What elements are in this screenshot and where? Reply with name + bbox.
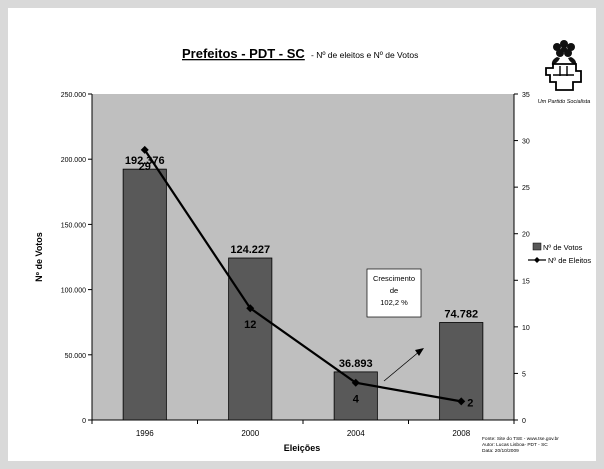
point-eleitos — [140, 145, 149, 154]
chart-title: Prefeitos - PDT - SC — [182, 46, 305, 61]
x-tick-label: 2004 — [347, 429, 365, 438]
growth-arrow — [383, 348, 424, 382]
chart-frame: Prefeitos - PDT - SC - Nº de eleitos e N… — [8, 8, 596, 461]
y-tick-label-right: 10 — [522, 325, 530, 332]
annotation-line-1: Crescimento — [373, 274, 415, 283]
y-axis-title: Nº de Votos — [34, 232, 44, 282]
source-note: Fonte: Site do TSE - www.tse.gov.br Auto… — [482, 436, 559, 454]
legend-label-eleitos: Nº de Eleitos — [548, 256, 591, 265]
point-label-eleitos: 12 — [244, 319, 256, 331]
y-tick-label-left: 0 — [82, 418, 86, 425]
fist-icon — [545, 63, 582, 91]
x-tick-label: 2008 — [452, 429, 470, 438]
y-tick-label-left: 100.000 — [61, 288, 86, 295]
bar-votos — [228, 257, 273, 421]
legend: Nº de Votos Nº de Eleitos — [528, 242, 591, 265]
point-label-eleitos: 29 — [139, 161, 151, 173]
logo-caption: Um Partido Socialista — [538, 99, 591, 105]
legend-marker-eleitos — [534, 257, 540, 263]
bar-votos — [122, 168, 167, 421]
source-note-line-3: Data: 20/10/2009 — [482, 448, 519, 454]
y-tick-label-left: 200.000 — [61, 157, 86, 164]
y-tick-label-right: 5 — [522, 371, 526, 378]
growth-annotation: Crescimento de 102,2 % — [366, 268, 422, 318]
chart-subtitle: - Nº de eleitos e Nº de Votos — [311, 50, 418, 60]
y-tick-label-left: 150.000 — [61, 222, 86, 229]
x-axis-title: Eleições — [284, 443, 321, 453]
bar-label-votos: 192.376 — [125, 155, 165, 167]
y-tick-label-right: 25 — [522, 185, 530, 192]
y-tick-label-right: 15 — [522, 278, 530, 285]
point-eleitos — [351, 378, 360, 387]
legend-swatch-votos — [532, 242, 542, 251]
y-tick-label-right: 20 — [522, 232, 530, 239]
party-logo: Um Partido Socialista — [538, 40, 591, 105]
y-tick-label-left: 50.000 — [65, 353, 87, 360]
bar-label-votos: 74.782 — [444, 308, 478, 320]
source-note-line-1: Fonte: Site do TSE - www.tse.gov.br — [482, 436, 559, 442]
y-tick-label-right: 35 — [522, 92, 530, 99]
point-label-eleitos: 2 — [467, 397, 473, 409]
rose-icon — [551, 40, 577, 65]
y-tick-label-left: 250.000 — [61, 92, 86, 99]
annotation-line-2: de — [390, 286, 398, 295]
y-tick-label-right: 30 — [522, 139, 530, 146]
point-label-eleitos: 4 — [353, 394, 360, 406]
point-eleitos — [457, 397, 466, 406]
bar-label-votos: 36.893 — [339, 358, 373, 370]
x-tick-label: 1996 — [136, 429, 154, 438]
source-note-line-2: Autor: Lucas Lisboa- PDT - SC — [482, 442, 548, 448]
point-eleitos — [246, 304, 255, 313]
line-eleitos — [143, 149, 462, 403]
legend-label-votos: Nº de Votos — [543, 243, 583, 252]
bar-votos — [439, 322, 484, 421]
annotation-line-3: 102,2 % — [380, 298, 408, 307]
x-tick-label: 2000 — [241, 429, 259, 438]
y-tick-label-right: 0 — [522, 418, 526, 425]
chart: Prefeitos - PDT - SC - Nº de eleitos e N… — [34, 40, 591, 454]
bar-label-votos: 124.227 — [230, 244, 270, 256]
